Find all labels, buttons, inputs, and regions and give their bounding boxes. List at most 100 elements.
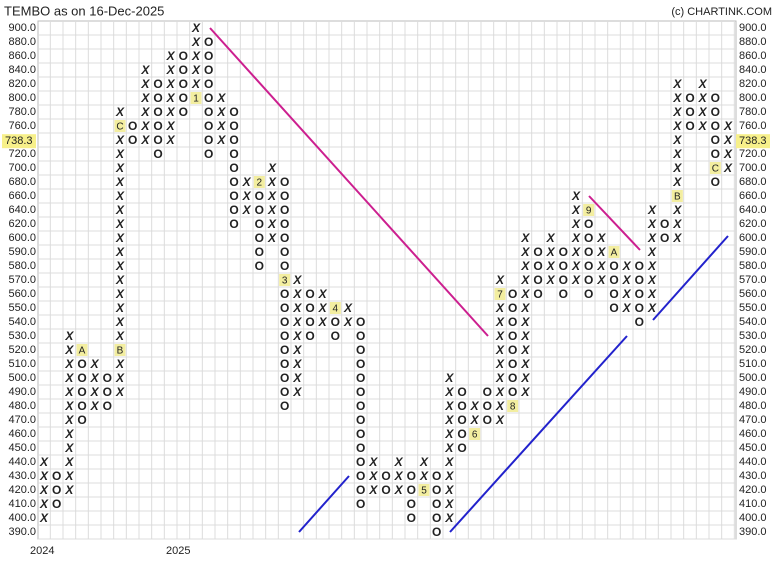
x-box: X <box>115 217 125 231</box>
o-box: O <box>635 259 644 273</box>
x-box: X <box>444 399 454 413</box>
x-box: X <box>444 497 454 511</box>
x-box: X <box>571 273 581 287</box>
x-box: X <box>495 413 505 427</box>
o-box: O <box>457 399 466 413</box>
month-marker: 3 <box>282 276 288 287</box>
o-box: O <box>584 231 593 245</box>
y-tick-label: 550.0 <box>8 302 36 314</box>
x-box: X <box>647 301 657 315</box>
month-marker-box <box>329 302 341 314</box>
x-box: X <box>115 287 125 301</box>
y-tick-label: 820.0 <box>8 78 36 90</box>
x-box: X <box>191 77 201 91</box>
o-box: O <box>533 259 542 273</box>
x-box: X <box>647 287 657 301</box>
x-box: X <box>115 329 125 343</box>
o-box: O <box>609 259 618 273</box>
o-box: O <box>356 441 365 455</box>
o-box: O <box>153 133 162 147</box>
o-box: O <box>432 469 441 483</box>
x-box: X <box>292 287 302 301</box>
month-marker-box <box>190 92 202 104</box>
x-box: X <box>267 231 277 245</box>
y-tick-label: 860.0 <box>8 50 36 62</box>
x-box: X <box>64 385 74 399</box>
x-box: X <box>216 105 226 119</box>
o-box: O <box>711 147 720 161</box>
x-box: X <box>242 189 252 203</box>
y-tick-label: 570.0 <box>8 274 36 286</box>
x-box: X <box>672 231 682 245</box>
x-box: X <box>166 105 176 119</box>
support-line <box>652 235 729 321</box>
month-marker-box <box>709 162 721 174</box>
y-tick-label: 600.0 <box>8 232 36 244</box>
y-tick-label: 900.0 <box>8 22 36 34</box>
o-box: O <box>305 287 314 301</box>
o-box: O <box>305 315 314 329</box>
o-box: O <box>457 441 466 455</box>
x-box: X <box>90 399 100 413</box>
y-tick-label: 450.0 <box>8 442 36 454</box>
x-box: X <box>191 21 201 35</box>
copyright: (c) CHARTINK.COM <box>671 6 772 18</box>
x-box: X <box>546 259 556 273</box>
x-box: X <box>292 343 302 357</box>
y-tick-label: 720.0 <box>739 148 767 160</box>
o-box: O <box>204 119 213 133</box>
trendlines <box>209 27 729 533</box>
x-box: X <box>216 133 226 147</box>
o-box: O <box>356 315 365 329</box>
o-box: O <box>331 315 340 329</box>
y-tick-label: 470.0 <box>739 414 767 426</box>
last-price-box <box>2 134 36 149</box>
o-box: O <box>483 385 492 399</box>
x-box: X <box>115 315 125 329</box>
y-tick-label: 420.0 <box>8 484 36 496</box>
o-box: O <box>584 273 593 287</box>
month-marker: 5 <box>421 486 427 497</box>
x-box: X <box>394 469 404 483</box>
x-box: X <box>140 133 150 147</box>
o-box: O <box>229 203 238 217</box>
chart-title: TEMBO as on 16-Dec-2025 <box>4 3 164 18</box>
x-box: X <box>115 133 125 147</box>
o-box: O <box>635 273 644 287</box>
x-box: X <box>647 273 657 287</box>
o-box: O <box>103 399 112 413</box>
o-box: O <box>559 273 568 287</box>
x-box: X <box>318 315 328 329</box>
month-marker: 7 <box>497 290 503 301</box>
o-box: O <box>153 147 162 161</box>
columns: XXXXXOOOXXXXXXXXXXXXAOOOOOXXXXOOOXCXXXXX… <box>39 21 733 539</box>
x-box: X <box>647 203 657 217</box>
y-tick-label: 760.0 <box>8 120 36 132</box>
month-marker-box <box>114 120 126 132</box>
month-marker: 2 <box>257 178 263 189</box>
o-box: O <box>179 49 188 63</box>
month-marker-box <box>608 246 620 258</box>
x-box: X <box>292 301 302 315</box>
x-box: X <box>64 329 74 343</box>
y-tick-label: 490.0 <box>739 386 767 398</box>
month-marker: A <box>611 248 618 259</box>
month-marker-box <box>418 484 430 496</box>
o-box: O <box>77 357 86 371</box>
x-tick-label: 2024 <box>30 545 54 557</box>
x-box: X <box>571 189 581 203</box>
y-tick-label: 580.0 <box>8 260 36 272</box>
o-box: O <box>305 329 314 343</box>
o-box: O <box>584 245 593 259</box>
o-box: O <box>356 343 365 357</box>
o-box: O <box>229 105 238 119</box>
o-box: O <box>584 217 593 231</box>
x-box: X <box>520 385 530 399</box>
o-box: O <box>356 483 365 497</box>
y-tick-label: 680.0 <box>739 176 767 188</box>
x-box: X <box>495 399 505 413</box>
o-box: O <box>609 301 618 315</box>
y-tick-label: 510.0 <box>8 358 36 370</box>
o-box: O <box>432 483 441 497</box>
y-tick-label: 760.0 <box>739 120 767 132</box>
